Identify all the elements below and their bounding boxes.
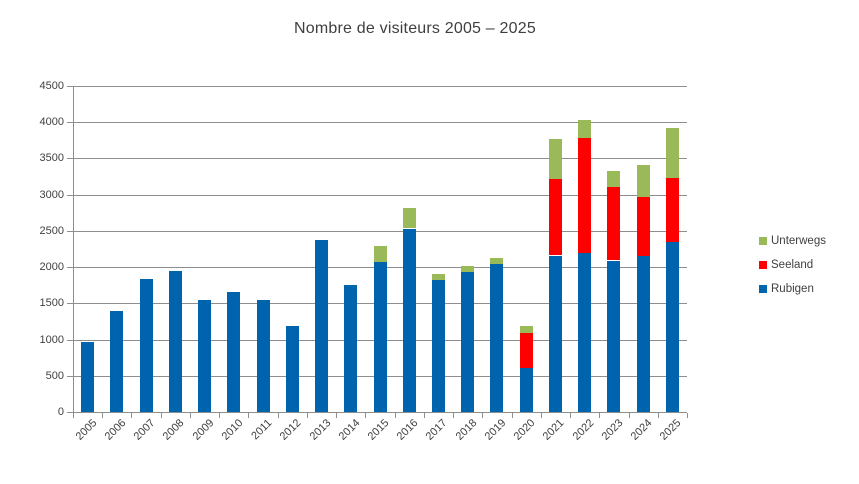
y-axis-tick xyxy=(67,412,73,413)
y-tick-label: 2000 xyxy=(39,261,64,273)
bar-segment-rubigen-2009 xyxy=(198,300,211,412)
bar-segment-seeland-2025 xyxy=(666,178,679,242)
bar-segment-unterwegs-2020 xyxy=(520,326,533,333)
y-axis-tick xyxy=(67,303,73,304)
bar-segment-unterwegs-2021 xyxy=(549,139,562,179)
bar-segment-rubigen-2005 xyxy=(81,342,94,412)
x-axis-tick xyxy=(512,413,513,418)
legend-label-unterwegs: Unterwegs xyxy=(771,235,826,247)
y-axis-tick xyxy=(67,267,73,268)
y-axis-tick xyxy=(67,376,73,377)
bar-segment-seeland-2021 xyxy=(549,179,562,255)
bar-segment-rubigen-2019 xyxy=(490,264,503,412)
y-axis-tick xyxy=(67,86,73,87)
x-axis-tick xyxy=(570,413,571,418)
x-axis-tick xyxy=(599,413,600,418)
legend-swatch-unterwegs-icon xyxy=(759,237,767,245)
x-axis-tick xyxy=(629,413,630,418)
bar-segment-rubigen-2014 xyxy=(344,285,357,412)
bar-segment-rubigen-2006 xyxy=(110,311,123,412)
x-axis-tick xyxy=(395,413,396,418)
y-axis-tick xyxy=(67,158,73,159)
x-axis-tick xyxy=(658,413,659,418)
bar-segment-rubigen-2018 xyxy=(461,272,474,412)
x-axis-tick xyxy=(248,413,249,418)
gridline xyxy=(73,86,687,87)
bar-segment-unterwegs-2025 xyxy=(666,128,679,178)
bar-segment-unterwegs-2016 xyxy=(403,208,416,228)
x-axis-tick xyxy=(424,413,425,418)
bar-segment-rubigen-2023 xyxy=(607,261,620,412)
y-tick-label: 2500 xyxy=(39,225,64,237)
chart-title: Nombre de visiteurs 2005 – 2025 xyxy=(294,20,536,37)
bar-segment-seeland-2023 xyxy=(607,187,620,260)
y-tick-label: 500 xyxy=(45,370,64,382)
bar-segment-rubigen-2013 xyxy=(315,240,328,412)
legend-item-rubigen: Rubigen xyxy=(759,281,826,297)
x-axis-tick xyxy=(278,413,279,418)
x-axis-tick xyxy=(307,413,308,418)
bar-segment-rubigen-2020 xyxy=(520,368,533,412)
x-axis-tick xyxy=(219,413,220,418)
y-tick-label: 1000 xyxy=(39,334,64,346)
y-axis xyxy=(73,86,74,413)
gridline xyxy=(73,412,687,413)
bar-segment-rubigen-2022 xyxy=(578,253,591,412)
bar-segment-seeland-2024 xyxy=(637,196,650,256)
y-tick-label: 3000 xyxy=(39,189,64,201)
legend-label-rubigen: Rubigen xyxy=(771,283,814,295)
bar-segment-rubigen-2021 xyxy=(549,256,562,412)
bar-segment-unterwegs-2024 xyxy=(637,165,650,197)
bar-segment-rubigen-2011 xyxy=(257,300,270,412)
bar-segment-seeland-2020 xyxy=(520,333,533,368)
y-tick-label: 1500 xyxy=(39,297,64,309)
y-tick-label: 0 xyxy=(57,406,64,418)
legend-swatch-seeland-icon xyxy=(759,261,767,269)
bar-segment-unterwegs-2023 xyxy=(607,171,620,187)
bar-segment-rubigen-2012 xyxy=(286,326,299,412)
gridline xyxy=(73,122,687,123)
bar-segment-seeland-2022 xyxy=(578,138,591,253)
bar-segment-unterwegs-2017 xyxy=(432,274,445,280)
bar-segment-unterwegs-2022 xyxy=(578,120,591,138)
bar-segment-rubigen-2010 xyxy=(227,292,240,412)
bar-segment-rubigen-2017 xyxy=(432,279,445,412)
bar-segment-rubigen-2015 xyxy=(374,262,387,412)
x-axis-tick xyxy=(161,413,162,418)
bar-segment-unterwegs-2018 xyxy=(461,266,474,272)
bar-segment-rubigen-2007 xyxy=(140,279,153,412)
bar-segment-rubigen-2008 xyxy=(169,271,182,412)
bar-segment-unterwegs-2019 xyxy=(490,258,503,264)
y-tick-label: 4000 xyxy=(39,116,64,128)
y-tick-label: 4500 xyxy=(39,80,64,92)
x-axis-tick xyxy=(102,413,103,418)
bar-segment-rubigen-2024 xyxy=(637,256,650,412)
legend-label-seeland: Seeland xyxy=(771,259,814,271)
x-axis-tick xyxy=(453,413,454,418)
y-axis-tick xyxy=(67,340,73,341)
y-axis-tick xyxy=(67,122,73,123)
x-axis-tick xyxy=(482,413,483,418)
bar-segment-rubigen-2016 xyxy=(403,229,416,412)
x-axis-tick xyxy=(365,413,366,418)
legend-swatch-rubigen-icon xyxy=(759,285,767,293)
x-axis-tick xyxy=(336,413,337,418)
x-axis-tick xyxy=(190,413,191,418)
x-axis-tick xyxy=(131,413,132,418)
bar-segment-unterwegs-2015 xyxy=(374,246,387,262)
legend-item-unterwegs: Unterwegs xyxy=(759,233,826,249)
gridline xyxy=(73,158,687,159)
x-axis-tick xyxy=(541,413,542,418)
x-axis-tick xyxy=(687,413,688,418)
gridline xyxy=(73,231,687,232)
bar-segment-rubigen-2025 xyxy=(666,242,679,412)
y-tick-label: 3500 xyxy=(39,152,64,164)
y-axis-tick xyxy=(67,195,73,196)
y-axis-tick xyxy=(67,231,73,232)
x-axis-tick xyxy=(73,413,74,418)
gridline xyxy=(73,195,687,196)
legend-item-seeland: Seeland xyxy=(759,257,826,273)
legend: Unterwegs Seeland Rubigen xyxy=(759,233,826,305)
